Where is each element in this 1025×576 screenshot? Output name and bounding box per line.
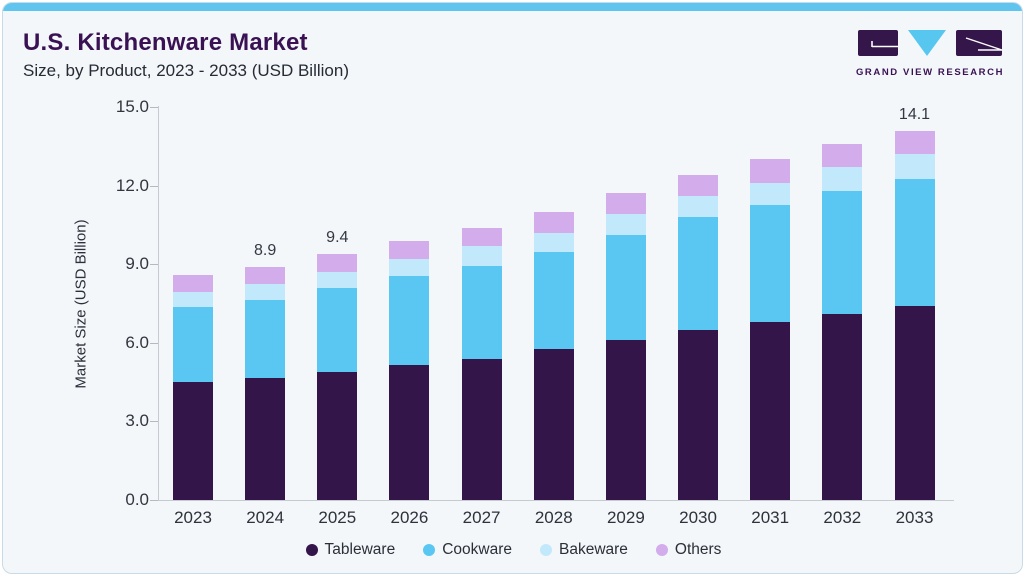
bar-segment-others-2027 xyxy=(461,227,502,246)
bar-segment-others-2030 xyxy=(678,175,719,197)
legend-label: Cookware xyxy=(442,541,512,558)
total-label-2024: 8.9 xyxy=(254,241,277,259)
legend-dot-icon xyxy=(655,544,668,556)
bar-segment-others-2032 xyxy=(822,143,863,168)
legend-item-others: Others xyxy=(655,541,722,559)
bar-segment-others-2031 xyxy=(750,159,791,183)
bar-segment-tableware-2025 xyxy=(317,371,358,500)
y-axis-tick-label: 0.0 xyxy=(125,490,149,509)
legend-dot-icon xyxy=(539,544,552,556)
bar-segment-cookware-2024 xyxy=(245,299,286,379)
bar-segment-bakeware-2029 xyxy=(605,214,646,236)
x-axis-label-2032: 2032 xyxy=(823,508,862,527)
bar-segment-others-2033 xyxy=(894,130,935,155)
x-axis-label-2029: 2029 xyxy=(606,508,645,527)
bar-segment-others-2025 xyxy=(317,253,358,273)
bar-segment-bakeware-2024 xyxy=(245,283,286,300)
y-axis-tick-label: 9.0 xyxy=(125,254,149,274)
x-axis-label-2025: 2025 xyxy=(318,508,357,527)
bar-segment-tableware-2029 xyxy=(605,340,646,500)
y-axis-tick-label: 6.0 xyxy=(125,332,149,352)
bar-segment-tableware-2024 xyxy=(245,378,286,500)
y-axis-tick-mark xyxy=(150,185,158,187)
y-axis-tick-mark xyxy=(150,264,158,266)
legend-item-cookware: Cookware xyxy=(423,541,512,559)
bar-segment-cookware-2026 xyxy=(389,275,430,366)
y-axis-tick-mark xyxy=(150,342,158,344)
y-axis-tick-label: 3.0 xyxy=(125,411,149,431)
y-axis-tick-mark xyxy=(150,421,158,423)
y-axis-tick-label: 15.0 xyxy=(115,97,149,116)
bar-segment-tableware-2026 xyxy=(389,365,430,500)
top-accent-bar xyxy=(3,3,1022,11)
x-axis-line xyxy=(150,500,954,501)
x-axis-label-2033: 2033 xyxy=(895,508,934,527)
bar-segment-cookware-2023 xyxy=(173,307,213,383)
bar-segment-tableware-2023 xyxy=(173,382,213,500)
bar-segment-others-2028 xyxy=(533,211,574,233)
bar-segment-cookware-2028 xyxy=(533,252,574,350)
y-axis-line xyxy=(158,106,159,501)
x-axis-label-2023: 2023 xyxy=(174,508,212,527)
gvr-logo: GRAND VIEW RESEARCH xyxy=(854,29,1006,78)
total-label-2033: 14.1 xyxy=(898,105,931,123)
bar-segment-others-2023 xyxy=(173,274,213,292)
bar-segment-cookware-2025 xyxy=(317,287,358,372)
bar-segment-bakeware-2027 xyxy=(461,245,502,266)
logo-g-icon xyxy=(858,30,898,56)
stacked-bar-chart: Market Size (USD Billion) 15.0 12.0 9.0 6.0… xyxy=(3,3,1022,573)
logo-wordmark: GRAND VIEW RESEARCH xyxy=(855,67,1005,78)
bar-segment-cookware-2029 xyxy=(605,235,646,341)
bar-segment-bakeware-2032 xyxy=(822,167,863,191)
bar-segment-tableware-2030 xyxy=(678,329,719,500)
x-axis-label-2027: 2027 xyxy=(462,508,501,527)
legend-item-bakeware: Bakeware xyxy=(539,541,628,559)
x-axis-label-2026: 2026 xyxy=(390,508,429,527)
legend-label: Others xyxy=(674,541,722,558)
legend-dot-icon xyxy=(423,544,436,556)
page-title: U.S. Kitchenware Market xyxy=(23,29,308,56)
y-axis-title: Market Size (USD Billion) xyxy=(72,219,90,389)
bar-segment-tableware-2031 xyxy=(750,321,791,500)
bar-segment-others-2026 xyxy=(389,240,430,259)
bar-segment-bakeware-2023 xyxy=(173,291,213,308)
bar-segment-bakeware-2030 xyxy=(678,196,719,218)
x-axis-label-2024: 2024 xyxy=(246,508,285,527)
bar-segment-cookware-2031 xyxy=(750,205,791,322)
y-axis-tick-mark xyxy=(150,107,158,108)
bar-segment-cookware-2027 xyxy=(461,265,502,359)
x-axis-label-2030: 2030 xyxy=(679,508,717,527)
bar-segment-tableware-2032 xyxy=(822,313,863,500)
chart-legend: Tableware Cookware Bakeware Others xyxy=(3,541,1022,559)
x-axis-label-2028: 2028 xyxy=(534,508,573,527)
x-axis-label-2031: 2031 xyxy=(751,508,790,527)
bar-segment-tableware-2027 xyxy=(461,358,502,500)
bar-segment-tableware-2028 xyxy=(533,349,574,500)
bar-segment-bakeware-2028 xyxy=(533,232,574,253)
bar-segment-cookware-2030 xyxy=(678,217,719,330)
total-label-2025: 9.4 xyxy=(326,228,349,246)
bar-segment-bakeware-2031 xyxy=(750,182,791,206)
bar-segment-bakeware-2026 xyxy=(389,258,430,276)
bar-segment-bakeware-2025 xyxy=(317,272,358,288)
legend-label: Bakeware xyxy=(558,541,628,558)
page-subtitle: Size, by Product, 2023 - 2033 (USD Billi… xyxy=(23,61,349,80)
legend-label: Tableware xyxy=(324,541,396,558)
bar-segment-bakeware-2033 xyxy=(894,154,935,180)
y-axis-tick-label: 12.0 xyxy=(115,175,149,195)
bar-segment-others-2029 xyxy=(605,193,646,215)
bar-segment-others-2024 xyxy=(245,266,286,284)
logo-v-icon xyxy=(908,30,946,56)
gvr-logo-mark xyxy=(858,30,1003,56)
legend-dot-icon xyxy=(305,544,318,556)
bar-segment-tableware-2033 xyxy=(894,306,935,500)
y-axis-tick-mark xyxy=(150,500,158,501)
bar-segment-cookware-2032 xyxy=(822,190,863,314)
legend-item-tableware: Tableware xyxy=(305,541,396,559)
bar-segment-cookware-2033 xyxy=(894,179,935,307)
